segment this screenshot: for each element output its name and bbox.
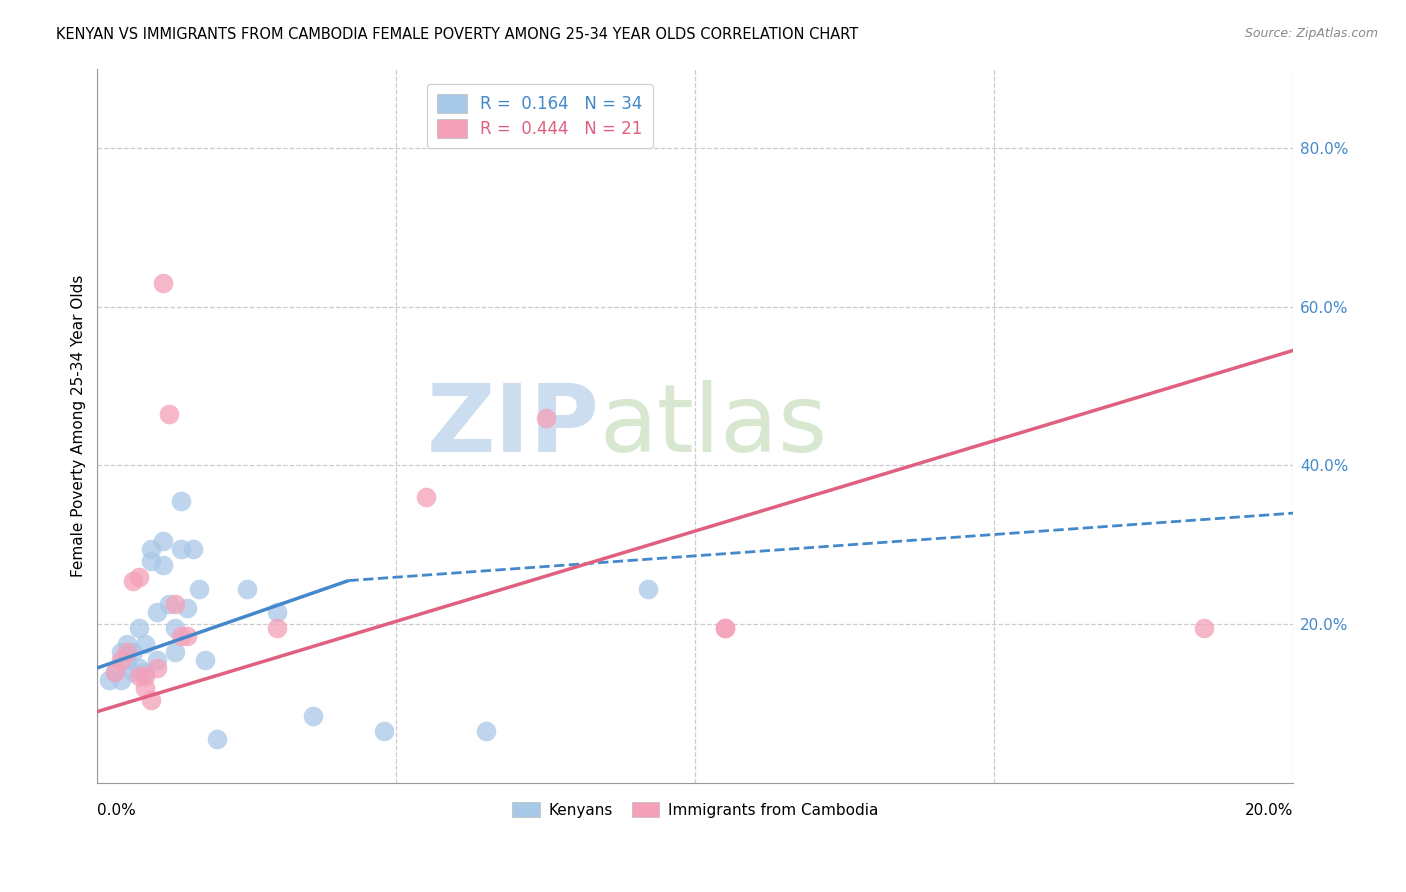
Point: [157, 598, 180, 612]
Point: [170, 494, 193, 508]
Point: [134, 681, 156, 695]
Point: [152, 533, 174, 548]
Point: [1192, 621, 1215, 635]
Point: [373, 724, 395, 739]
Point: [141, 541, 163, 556]
Point: [128, 669, 150, 683]
Point: [146, 653, 169, 667]
Legend: Kenyans, Immigrants from Cambodia: Kenyans, Immigrants from Cambodia: [505, 794, 886, 825]
Point: [181, 541, 204, 556]
Point: [110, 653, 132, 667]
Point: [176, 601, 198, 615]
Point: [122, 574, 145, 588]
Point: [301, 708, 323, 723]
Point: [141, 554, 163, 568]
Point: [266, 621, 288, 635]
Point: [146, 605, 169, 619]
Point: [534, 410, 557, 425]
Point: [117, 653, 139, 667]
Point: [134, 669, 156, 683]
Point: [194, 653, 217, 667]
Text: atlas: atlas: [600, 380, 828, 472]
Point: [104, 665, 127, 679]
Point: [110, 645, 132, 659]
Point: [104, 665, 127, 679]
Point: [188, 582, 211, 596]
Point: [98, 673, 121, 687]
Point: [134, 637, 156, 651]
Text: 20.0%: 20.0%: [1244, 803, 1294, 818]
Text: 0.0%: 0.0%: [97, 803, 136, 818]
Text: KENYAN VS IMMIGRANTS FROM CAMBODIA FEMALE POVERTY AMONG 25-34 YEAR OLDS CORRELAT: KENYAN VS IMMIGRANTS FROM CAMBODIA FEMAL…: [56, 27, 859, 42]
Point: [128, 661, 150, 675]
Point: [152, 276, 174, 290]
Point: [117, 637, 139, 651]
Point: [475, 724, 498, 739]
Point: [266, 605, 288, 619]
Point: [128, 621, 150, 635]
Point: [122, 645, 145, 659]
Point: [415, 490, 437, 504]
Point: [236, 582, 259, 596]
Point: [637, 582, 659, 596]
Point: [128, 569, 150, 583]
Point: [170, 541, 193, 556]
Point: [170, 629, 193, 643]
Point: [165, 621, 187, 635]
Point: [146, 661, 169, 675]
Point: [152, 558, 174, 572]
Point: [176, 629, 198, 643]
Point: [165, 598, 187, 612]
Point: [117, 645, 139, 659]
Point: [110, 673, 132, 687]
Point: [714, 621, 737, 635]
Point: [141, 692, 163, 706]
Point: [134, 665, 156, 679]
Y-axis label: Female Poverty Among 25-34 Year Olds: Female Poverty Among 25-34 Year Olds: [72, 275, 86, 577]
Point: [165, 645, 187, 659]
Point: [205, 732, 228, 747]
Point: [714, 621, 737, 635]
Point: [157, 407, 180, 421]
Text: ZIP: ZIP: [427, 380, 600, 472]
Point: [122, 665, 145, 679]
Text: Source: ZipAtlas.com: Source: ZipAtlas.com: [1244, 27, 1378, 40]
